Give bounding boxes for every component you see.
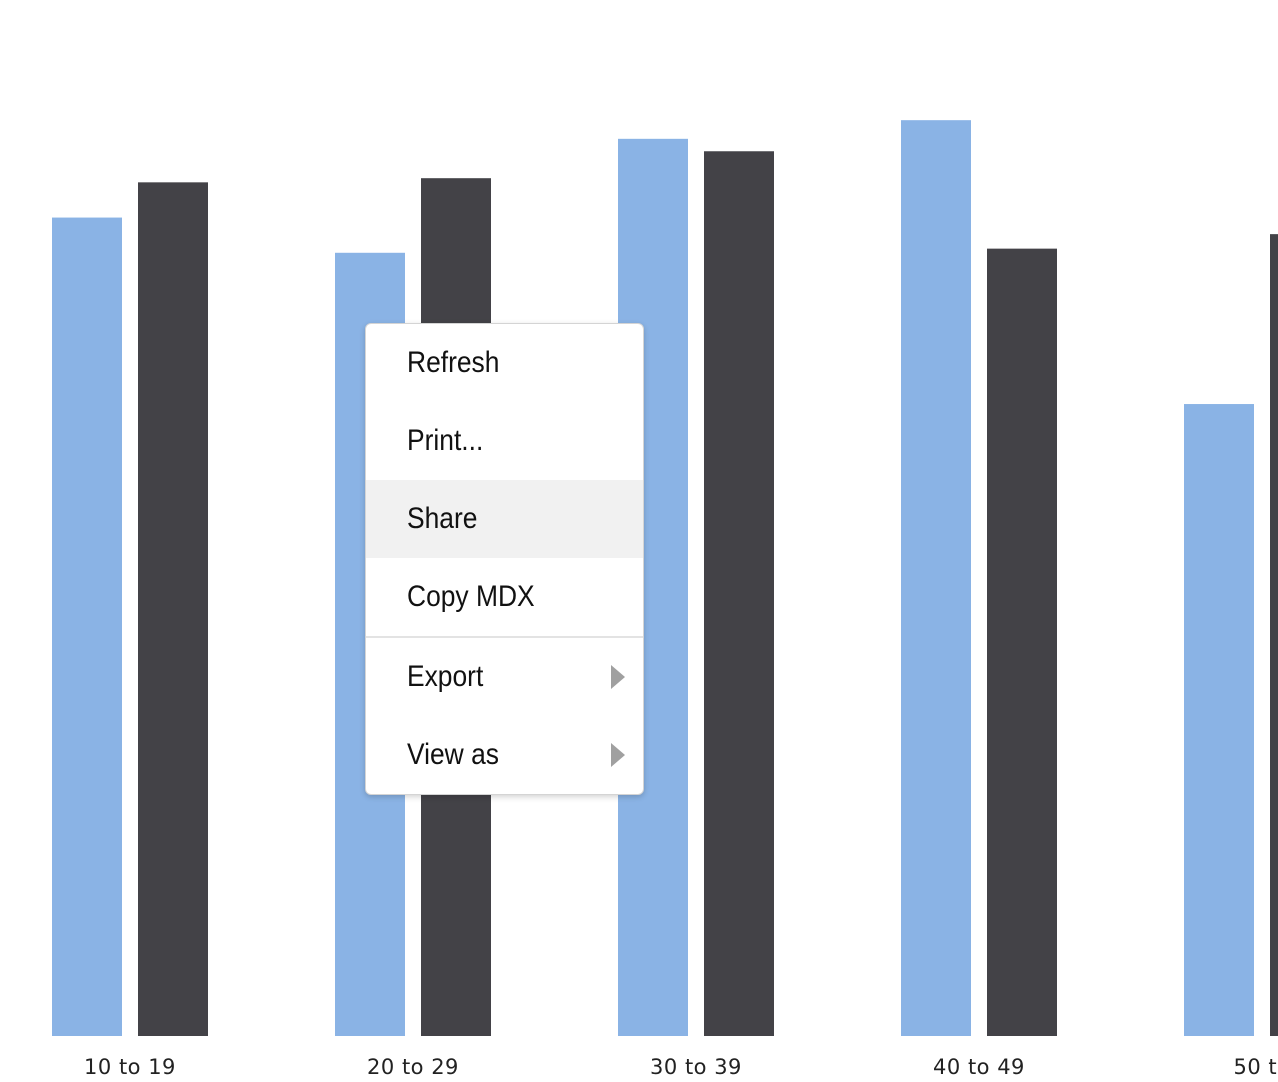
- x-tick-label: 10 to 19: [84, 1055, 176, 1079]
- x-tick-label: 40 to 49: [933, 1055, 1025, 1079]
- x-tick-label: 50 to: [1234, 1055, 1278, 1079]
- menu-item-export[interactable]: Export: [366, 638, 643, 716]
- menu-divider: [366, 636, 643, 638]
- bars-layer: [52, 120, 1278, 1037]
- menu-item-label: Copy MDX: [407, 580, 535, 613]
- bar-series2-40-to-49[interactable]: [987, 248, 1057, 1036]
- menu-item-share[interactable]: Share: [366, 480, 643, 558]
- x-tick-label: 20 to 29: [367, 1055, 459, 1079]
- bar-series1-10-to-19[interactable]: [52, 217, 122, 1036]
- bar-series2-30-to-39[interactable]: [704, 151, 774, 1037]
- menu-item-copy-mdx[interactable]: Copy MDX: [366, 558, 643, 636]
- menu-item-label: Share: [407, 502, 478, 535]
- menu-item-label: Print...: [407, 424, 484, 457]
- menu-item-label: View as: [407, 738, 499, 771]
- x-axis-tick-labels: 10 to 19 20 to 29 30 to 39 40 to 49 50 to: [84, 1055, 1278, 1079]
- bar-series1-40-to-49[interactable]: [901, 120, 971, 1036]
- menu-item-print[interactable]: Print...: [366, 402, 643, 480]
- menu-item-refresh[interactable]: Refresh: [366, 324, 643, 402]
- chevron-right-icon: [611, 665, 625, 689]
- bar-series2-50-to[interactable]: [1270, 234, 1278, 1037]
- chevron-right-icon: [611, 743, 625, 767]
- x-tick-label: 30 to 39: [650, 1055, 742, 1079]
- context-menu: Refresh Print... Share Copy MDX Export V…: [365, 323, 644, 795]
- bar-series1-50-to[interactable]: [1184, 404, 1254, 1036]
- bar-series2-10-to-19[interactable]: [138, 182, 208, 1036]
- menu-item-label: Export: [407, 660, 484, 693]
- menu-item-view-as[interactable]: View as: [366, 716, 643, 794]
- menu-item-label: Refresh: [407, 346, 500, 379]
